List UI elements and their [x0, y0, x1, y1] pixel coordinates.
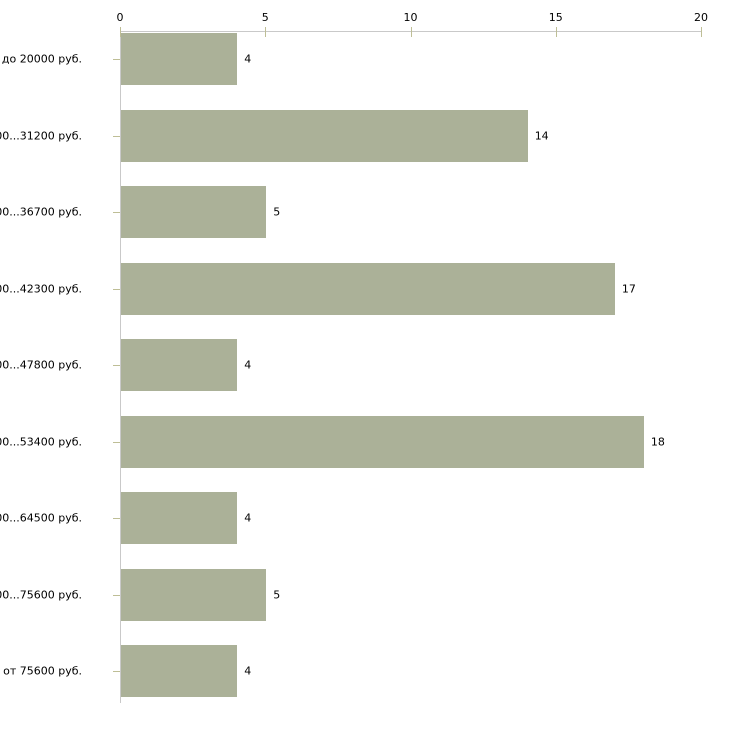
- category-tick: [113, 288, 120, 290]
- category-tick: [113, 59, 120, 60]
- category-tick: [113, 441, 120, 443]
- bar: [121, 33, 238, 85]
- x-tick: [265, 27, 267, 37]
- bar: [121, 186, 267, 238]
- bar-value-label: 4: [244, 511, 252, 525]
- x-tick-label: 10: [403, 11, 418, 24]
- category-label: от 75600 руб.: [3, 664, 82, 678]
- bar-row: 5 70000...75600 руб.: [0, 568, 701, 621]
- bar-row: 4 от 75600 руб.: [3, 645, 701, 697]
- bar-value-label: 5: [273, 588, 281, 601]
- category-tick: [113, 518, 120, 519]
- bar-value-label: 4: [244, 358, 252, 372]
- x-tick-label: 20: [694, 11, 708, 24]
- category-tick: [113, 594, 120, 596]
- category-label: 70000...75600 руб.: [0, 588, 82, 601]
- category-label: 47800...53400 руб.: [0, 435, 82, 448]
- x-tick-label: 5: [261, 11, 269, 24]
- bar-row: 4 до 20000 руб.: [2, 33, 701, 85]
- category-label: до 20000 руб.: [1, 52, 82, 66]
- x-tick: [555, 27, 557, 37]
- bar-row: 4 58900...64500 руб.: [0, 492, 701, 544]
- x-tick: [120, 27, 121, 37]
- bar-value-label: 14: [534, 129, 549, 142]
- category-tick: [113, 135, 120, 137]
- bar-row: 14 25600...31200 руб.: [0, 109, 701, 162]
- bar: [121, 262, 615, 315]
- bar: [121, 645, 238, 697]
- bar-value-label: 4: [244, 52, 252, 66]
- bar: [121, 109, 528, 162]
- bar-row: 5 31200...36700 руб.: [0, 186, 701, 238]
- category-label: 36700...42300 руб.: [0, 282, 82, 295]
- bar: [121, 492, 238, 544]
- x-tick: [410, 27, 412, 37]
- y-axis: [120, 31, 121, 703]
- x-tick-label: 0: [116, 11, 124, 24]
- bar-value-label: 17: [621, 282, 636, 295]
- bar-value-label: 4: [244, 664, 252, 678]
- category-tick: [113, 365, 120, 366]
- category-tick: [113, 671, 120, 672]
- bar: [121, 568, 267, 621]
- bar: [121, 339, 238, 391]
- category-label: 42300...47800 руб.: [0, 358, 82, 372]
- bar-row: 18 47800...53400 руб.: [0, 415, 701, 468]
- bar-value-label: 18: [650, 435, 665, 448]
- category-label: 31200...36700 руб.: [0, 205, 82, 219]
- category-label: 58900...64500 руб.: [0, 511, 82, 525]
- plot-area: 0 5 10 15 20 4 до 20000 руб. 14 25600...31200 р…: [0, 11, 708, 703]
- bar: [121, 415, 644, 468]
- category-tick: [113, 212, 120, 213]
- bar-row: 17 36700...42300 руб.: [0, 262, 701, 315]
- x-tick-label: 15: [548, 11, 563, 24]
- bar-value-label: 5: [273, 205, 281, 219]
- x-tick: [701, 27, 702, 37]
- category-label: 25600...31200 руб.: [0, 129, 82, 142]
- bar-row: 4 42300...47800 руб.: [0, 339, 701, 391]
